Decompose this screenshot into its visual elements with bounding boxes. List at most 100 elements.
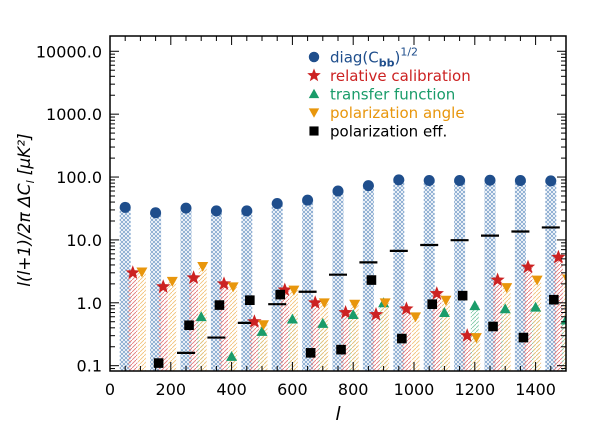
x-tick-label: 0 — [105, 380, 115, 399]
y-tick-labels: 0.1 1.0 10.0 100.0 1000.0 10000.0 — [36, 42, 102, 375]
point-polarization-eff — [184, 320, 194, 331]
hatch-bar — [320, 302, 329, 371]
point-polarization-angle — [258, 320, 270, 331]
y-axis-label-sub: l — [24, 180, 37, 183]
point-polarization-angle — [501, 283, 513, 294]
y-axis-label: l(l+1)/2π ΔCl [μK²] — [15, 133, 37, 287]
hatch-bar — [332, 190, 344, 371]
hatch-bar — [210, 210, 222, 371]
point-diag-c-bb-1-2 — [119, 201, 131, 213]
point-polarization-angle — [562, 274, 566, 282]
y-tick-label: 10.0 — [66, 231, 102, 250]
hatch-bar — [219, 283, 229, 371]
hatch-bar — [302, 200, 314, 371]
legend-marker — [309, 126, 319, 136]
point-polarization-angle — [349, 299, 361, 310]
point-polarization-angle — [410, 312, 422, 323]
y-axis-label-unit: [μK²] — [15, 133, 35, 175]
point-relative-calibration — [247, 314, 262, 328]
hatch-bar — [249, 321, 259, 371]
point-polarization-angle — [227, 282, 239, 293]
hatch-bar — [371, 314, 381, 371]
point-relative-calibration — [551, 249, 566, 264]
point-polarization-eff — [123, 375, 133, 385]
hatch-bar — [411, 316, 420, 371]
hatch-bar — [350, 304, 359, 371]
point-polarization-eff — [275, 289, 286, 300]
hatch-bar — [180, 208, 192, 371]
data-markers — [119, 174, 566, 385]
hatch-bar — [514, 180, 526, 371]
hatch-bar — [137, 271, 146, 371]
hatch-bar — [259, 324, 268, 371]
point-relative-calibration — [216, 276, 232, 290]
x-tick-label: 200 — [156, 380, 187, 399]
point-transfer-function — [347, 309, 359, 319]
y-tick-label: 100.0 — [56, 168, 102, 187]
point-polarization-eff — [245, 295, 255, 305]
hatch-bar — [423, 180, 435, 371]
x-tick-label: 400 — [216, 380, 247, 399]
point-relative-calibration — [429, 286, 444, 300]
point-relative-calibration — [125, 265, 140, 279]
x-tick-label: 800 — [338, 380, 369, 399]
point-polarization-eff — [427, 299, 438, 310]
point-polarization-eff — [397, 333, 407, 344]
point-polarization-eff — [305, 348, 316, 358]
point-transfer-function — [317, 317, 329, 328]
point-diag-c-bb-1-2 — [362, 180, 374, 192]
point-diag-c-bb-1-2 — [484, 174, 496, 186]
point-transfer-function — [286, 313, 298, 324]
point-polarization-eff — [518, 332, 529, 343]
hatch-bar — [280, 289, 290, 371]
point-polarization-angle — [166, 276, 178, 287]
point-relative-calibration — [490, 272, 505, 287]
point-polarization-angle — [197, 261, 209, 272]
point-relative-calibration — [308, 295, 323, 309]
hatch-bar — [502, 287, 511, 371]
hatch-bar — [545, 180, 557, 371]
legend-marker — [308, 88, 320, 99]
hatch-bar — [150, 212, 162, 371]
x-tick-label: 1000 — [394, 380, 435, 399]
point-polarization-angle — [318, 298, 330, 309]
point-polarization-eff — [214, 300, 225, 310]
legend-marker — [308, 51, 320, 63]
point-relative-calibration — [520, 259, 536, 274]
point-relative-calibration — [399, 301, 414, 315]
hatch-bar — [462, 335, 472, 371]
point-diag-c-bb-1-2 — [150, 207, 162, 219]
point-transfer-function — [469, 300, 481, 311]
hatch-bar — [472, 337, 481, 371]
hatch-bar — [289, 289, 298, 371]
hatch-bar — [119, 207, 131, 371]
point-relative-calibration — [186, 270, 201, 284]
hatch-bar — [341, 312, 351, 371]
point-polarization-angle — [379, 298, 391, 309]
hatch-bar — [454, 180, 466, 371]
point-relative-calibration — [368, 307, 384, 321]
point-polarization-eff — [549, 294, 559, 305]
x-tick-label: 600 — [277, 380, 308, 399]
point-polarization-angle — [470, 333, 482, 344]
point-diag-c-bb-1-2 — [454, 175, 466, 187]
hatch-bar — [381, 302, 390, 371]
point-diag-c-bb-1-2 — [241, 205, 253, 217]
svg-text:l(l+1)/2π ΔCl[μK²]: l(l+1)/2π ΔCl [μK²] — [15, 133, 37, 287]
hatch-bar — [229, 286, 238, 371]
x-tick-labels: 0 200 400 600 800 1000 1200 1400 — [105, 380, 556, 399]
point-relative-calibration — [338, 305, 353, 319]
hatch-bar — [432, 293, 442, 371]
point-polarization-eff — [488, 321, 498, 332]
hatch-bar — [533, 280, 542, 371]
point-transfer-function — [226, 350, 238, 361]
x-axis-label: l — [335, 403, 341, 425]
hatched-error-bars — [119, 179, 566, 371]
hatch-bar — [484, 180, 496, 371]
legend-label: transfer function — [330, 86, 455, 104]
hatch-bar — [241, 210, 253, 371]
hatch-bar — [158, 286, 168, 371]
hatch-bar — [168, 281, 177, 371]
point-transfer-function — [195, 311, 207, 322]
